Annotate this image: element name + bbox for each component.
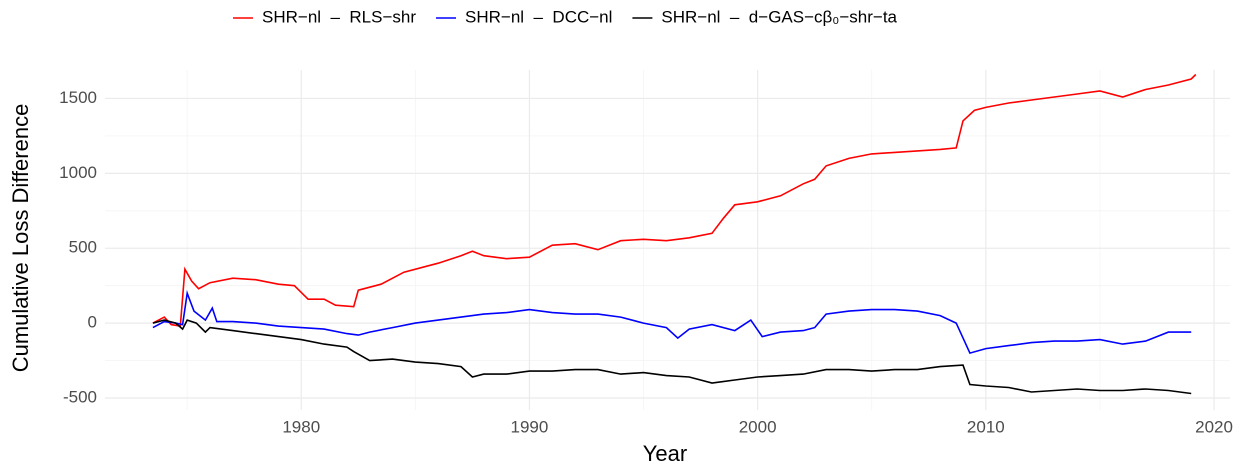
x-axis-label: Year bbox=[643, 441, 687, 466]
series-line bbox=[152, 73, 1197, 328]
legend-label: SHR−nl – RLS−shr bbox=[262, 7, 416, 26]
legend-label: SHR−nl – d−GAS−cβ₀−shr−ta bbox=[661, 7, 897, 26]
x-tick-label: 2010 bbox=[967, 417, 1005, 436]
y-tick-label: 1500 bbox=[59, 88, 97, 107]
y-axis-label: Cumulative Loss Difference bbox=[8, 104, 33, 373]
x-tick-label: 2000 bbox=[739, 417, 777, 436]
legend: SHR−nl – RLS−shr SHR−nl – DCC−nl SHR−nl – … bbox=[233, 7, 898, 26]
y-tick-label: 500 bbox=[69, 238, 97, 257]
y-tick-label: -500 bbox=[63, 388, 97, 407]
grid: -500 0 500 1000 1500 1980 1990 2000 2010 2020 bbox=[59, 70, 1233, 436]
x-tick-label: 1980 bbox=[282, 417, 320, 436]
series-line bbox=[152, 290, 1192, 355]
y-tick-label: 1000 bbox=[59, 163, 97, 182]
x-tick-label: 1990 bbox=[511, 417, 549, 436]
x-tick-label: 2020 bbox=[1195, 417, 1233, 436]
series-line bbox=[152, 319, 1192, 395]
plot bbox=[152, 73, 1197, 395]
legend-label: SHR−nl – DCC−nl bbox=[465, 7, 612, 26]
y-tick-label: 0 bbox=[88, 313, 97, 332]
